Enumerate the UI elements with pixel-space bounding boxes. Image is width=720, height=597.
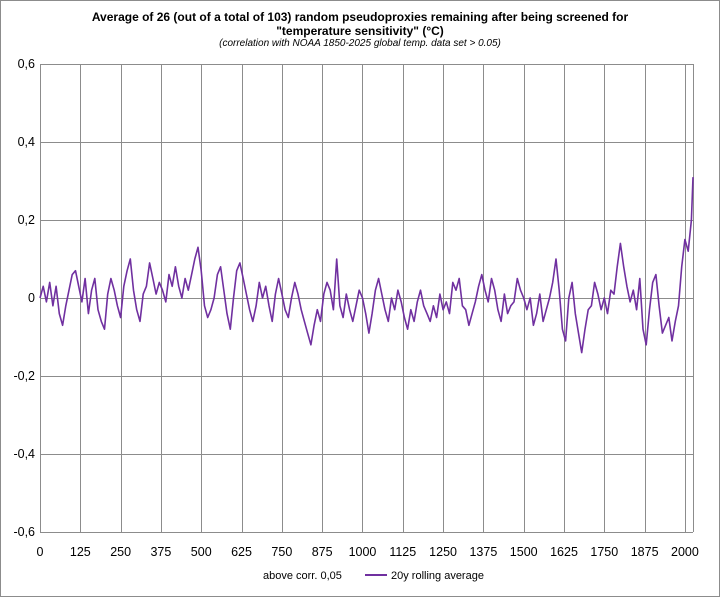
legend-item-above-corr: above corr. 0,05 — [263, 570, 342, 582]
x-tick-label: 1000 — [349, 545, 377, 559]
y-tick-label: 0,2 — [18, 213, 35, 227]
y-tick-label: 0,4 — [18, 135, 35, 149]
y-tick-label: -0,6 — [13, 525, 35, 539]
x-tick-label: 250 — [110, 545, 131, 559]
x-tick-label: 875 — [312, 545, 333, 559]
y-tick-label: 0,6 — [18, 57, 35, 71]
y-tick-label: -0,4 — [13, 447, 35, 461]
y-tick-label: 0 — [28, 291, 35, 305]
x-tick-label: 750 — [271, 545, 292, 559]
series-line-rolling-average — [39, 177, 694, 354]
legend-label-above-corr: above corr. 0,05 — [263, 570, 342, 582]
x-tick-label: 1375 — [469, 545, 497, 559]
x-tick-label: 1250 — [429, 545, 457, 559]
x-tick-label: 500 — [191, 545, 212, 559]
x-tick-label: 1625 — [550, 545, 578, 559]
chart-title-line-2: "temperature sensitivity" (°C) — [276, 24, 444, 38]
x-tick-label: 0 — [37, 545, 44, 559]
x-tick-label: 1500 — [510, 545, 538, 559]
x-tick-labels: 0 125 250 375 500 625 750 875 1000 1125 1250 1375 15… — [37, 545, 699, 559]
x-tick-label: 1125 — [389, 545, 416, 559]
x-tick-label: 625 — [231, 545, 252, 559]
x-tick-label: 1750 — [590, 545, 618, 559]
y-tick-label: -0,2 — [13, 369, 35, 383]
x-tick-label: 375 — [150, 545, 171, 559]
series-group — [39, 177, 694, 354]
legend-item-rolling-average: 20y rolling average — [365, 570, 484, 582]
chart-title-line-1: Average of 26 (out of a total of 103) ra… — [91, 10, 629, 24]
y-tick-labels: 0,6 0,4 0,2 0 -0,2 -0,4 -0,6 — [13, 57, 35, 539]
legend-label-rolling-average: 20y rolling average — [391, 570, 484, 582]
plot-area: 0 125 250 375 500 625 750 875 1000 1125 1250 1375 15… — [13, 57, 699, 559]
horizontal-gridlines — [40, 64, 693, 533]
x-tick-label: 2000 — [671, 545, 699, 559]
chart-subtitle: (correlation with NOAA 1850-2025 global … — [219, 38, 501, 49]
chart-title: Average of 26 (out of a total of 103) ra… — [1, 10, 719, 38]
x-tick-label: 1875 — [631, 545, 659, 559]
x-tick-label: 125 — [70, 545, 91, 559]
legend-swatch-rolling-average — [365, 574, 387, 577]
